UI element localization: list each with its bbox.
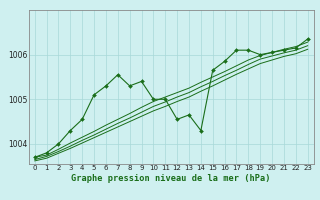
X-axis label: Graphe pression niveau de la mer (hPa): Graphe pression niveau de la mer (hPa) — [71, 174, 271, 183]
